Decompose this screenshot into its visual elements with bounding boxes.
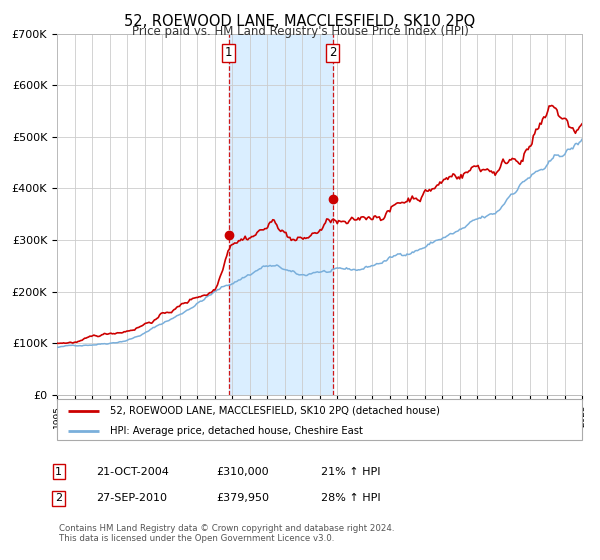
Text: 52, ROEWOOD LANE, MACCLESFIELD, SK10 2PQ (detached house): 52, ROEWOOD LANE, MACCLESFIELD, SK10 2PQ…	[110, 405, 439, 416]
Text: 2: 2	[329, 46, 337, 59]
Text: 52, ROEWOOD LANE, MACCLESFIELD, SK10 2PQ: 52, ROEWOOD LANE, MACCLESFIELD, SK10 2PQ	[124, 14, 476, 29]
Text: 2: 2	[55, 493, 62, 503]
Text: £379,950: £379,950	[216, 493, 269, 503]
Text: £310,000: £310,000	[216, 466, 269, 477]
Text: 27-SEP-2010: 27-SEP-2010	[96, 493, 167, 503]
Text: 28% ↑ HPI: 28% ↑ HPI	[321, 493, 380, 503]
Text: 21-OCT-2004: 21-OCT-2004	[96, 466, 169, 477]
Text: 21% ↑ HPI: 21% ↑ HPI	[321, 466, 380, 477]
Text: HPI: Average price, detached house, Cheshire East: HPI: Average price, detached house, Ches…	[110, 426, 362, 436]
Text: 1: 1	[55, 466, 62, 477]
Text: Contains HM Land Registry data © Crown copyright and database right 2024.: Contains HM Land Registry data © Crown c…	[59, 524, 394, 533]
Text: Price paid vs. HM Land Registry's House Price Index (HPI): Price paid vs. HM Land Registry's House …	[131, 25, 469, 38]
Bar	[229, 34, 332, 395]
Text: This data is licensed under the Open Government Licence v3.0.: This data is licensed under the Open Gov…	[59, 534, 334, 543]
Text: 1: 1	[225, 46, 232, 59]
FancyBboxPatch shape	[57, 399, 582, 440]
